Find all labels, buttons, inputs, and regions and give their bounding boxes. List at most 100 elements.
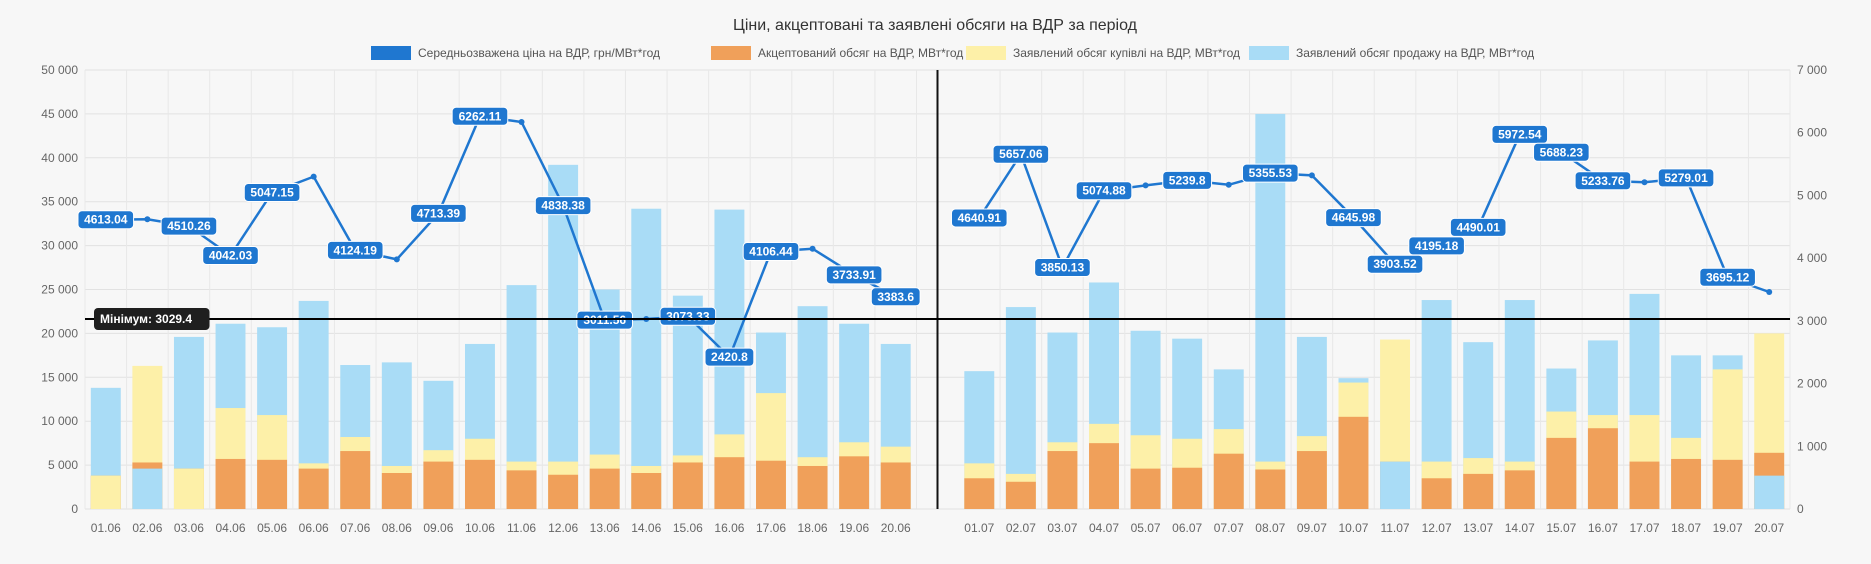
price-label: 5972.54	[1498, 127, 1542, 141]
bar-accepted	[589, 468, 620, 509]
price-label-box	[534, 196, 592, 216]
x-tick: 13.07	[1463, 521, 1493, 535]
bar-accepted	[880, 462, 911, 509]
price-label: 2420.8	[711, 350, 748, 364]
y-right-tick: 4 000	[1797, 251, 1827, 265]
x-tick: 10.07	[1338, 521, 1368, 535]
price-label: 5355.53	[1249, 166, 1293, 180]
bar-accepted	[1587, 428, 1618, 509]
price-label-box	[1408, 236, 1465, 256]
price-point	[310, 173, 317, 180]
price-label: 3733.91	[832, 268, 876, 282]
price-label-box	[825, 265, 883, 285]
bar-accepted	[1671, 458, 1702, 509]
x-tick: 05.06	[257, 521, 287, 535]
y-right-tick: 6 000	[1797, 126, 1827, 140]
bar-accepted	[1629, 461, 1660, 509]
y-right-tick: 2 000	[1797, 377, 1827, 391]
x-tick: 18.06	[798, 521, 828, 535]
price-label-box	[950, 208, 1008, 228]
price-label-box	[1657, 168, 1715, 188]
bar-accepted	[257, 459, 288, 509]
y-left-tick: 50 000	[41, 63, 78, 77]
bar-accepted	[1546, 437, 1577, 509]
legend-swatch-3	[1249, 46, 1289, 60]
bar-accepted	[1172, 467, 1203, 509]
price-label: 3850.13	[1041, 261, 1085, 275]
price-label: 4645.98	[1332, 211, 1376, 225]
y-left-tick: 10 000	[41, 414, 78, 428]
axes: 0 5 000 10 000 15 000 20 000 25 000 30 000 35 0…	[41, 63, 1827, 535]
price-label-box	[202, 246, 259, 266]
x-tick: 11.07	[1380, 521, 1409, 535]
y-left-tick: 20 000	[41, 326, 78, 340]
price-point	[1225, 181, 1232, 188]
price-point	[144, 216, 151, 223]
price-label: 3073.33	[666, 309, 710, 323]
bar-accepted	[797, 465, 828, 509]
bar-accepted	[1047, 451, 1078, 509]
price-label: 4838.38	[541, 199, 585, 213]
x-tick: 09.07	[1297, 521, 1327, 535]
y-left-tick: 0	[71, 502, 78, 516]
x-tick: 19.07	[1713, 521, 1743, 535]
x-tick: 19.06	[839, 521, 869, 535]
bar-accepted	[1504, 470, 1535, 509]
bar-accepted	[1712, 459, 1743, 509]
price-label-box	[704, 347, 755, 367]
x-tick: 07.06	[340, 521, 370, 535]
bar-accepted	[1296, 451, 1327, 509]
price-label: 4613.04	[84, 213, 128, 227]
price-point	[1641, 179, 1648, 186]
bar-accepted	[548, 474, 579, 509]
bar-sell	[1380, 461, 1411, 509]
x-tick: 01.06	[91, 521, 121, 535]
bar-sell	[548, 164, 579, 509]
x-tick: 20.07	[1754, 521, 1784, 535]
grid	[84, 69, 1791, 510]
price-label: 4106.44	[749, 244, 793, 258]
legend[interactable]: Середньозважена ціна на ВДР, грн/МВт*год…	[371, 46, 1534, 60]
price-label-box	[742, 241, 800, 261]
price-label-box	[451, 106, 509, 126]
bar-accepted	[1421, 478, 1452, 509]
bar-sell	[631, 208, 662, 509]
price-point	[809, 245, 816, 252]
legend-label-1: Акцептований обсяг на ВДР, МВт*год	[758, 46, 963, 60]
price-point	[1142, 182, 1149, 189]
bar-buy	[173, 468, 204, 509]
price-label-box	[1034, 258, 1091, 278]
price-label-box	[1574, 171, 1632, 191]
y-left-tick: 35 000	[41, 195, 78, 209]
bar-accepted	[631, 473, 662, 509]
x-tick: 03.06	[174, 521, 204, 535]
price-label: 5239.8	[1169, 173, 1206, 187]
price-label-box	[1449, 217, 1507, 237]
price-label: 6262.11	[459, 109, 502, 123]
y-right-tick: 1 000	[1797, 439, 1827, 453]
bar-accepted	[1089, 443, 1119, 509]
price-label: 3011.56	[583, 313, 626, 327]
bar-accepted	[215, 458, 246, 509]
price-label-box	[1491, 124, 1549, 144]
x-tick: 03.07	[1047, 521, 1077, 535]
x-tick: 12.06	[548, 521, 578, 535]
legend-label-2: Заявлений обсяг купівлі на ВДР, МВт*год	[1013, 46, 1240, 60]
price-label-box	[160, 216, 218, 236]
bar-accepted	[381, 473, 412, 509]
price-label: 3695.12	[1706, 270, 1750, 284]
x-tick: 02.07	[1006, 521, 1036, 535]
x-tick: 16.07	[1588, 521, 1618, 535]
price-label-box	[243, 182, 301, 202]
bar-sell	[132, 468, 163, 509]
legend-label-3: Заявлений обсяг продажу на ВДР, МВт*год	[1296, 46, 1534, 60]
price-label: 5074.88	[1082, 184, 1126, 198]
min-label-box	[94, 308, 210, 331]
price-label: 3383.6	[877, 290, 914, 304]
bar-accepted	[1213, 453, 1244, 509]
bar-accepted	[340, 451, 371, 509]
price-point	[518, 119, 525, 126]
legend-swatch-2	[966, 46, 1006, 60]
x-tick: 10.06	[465, 521, 495, 535]
bar-accepted	[1255, 469, 1286, 509]
